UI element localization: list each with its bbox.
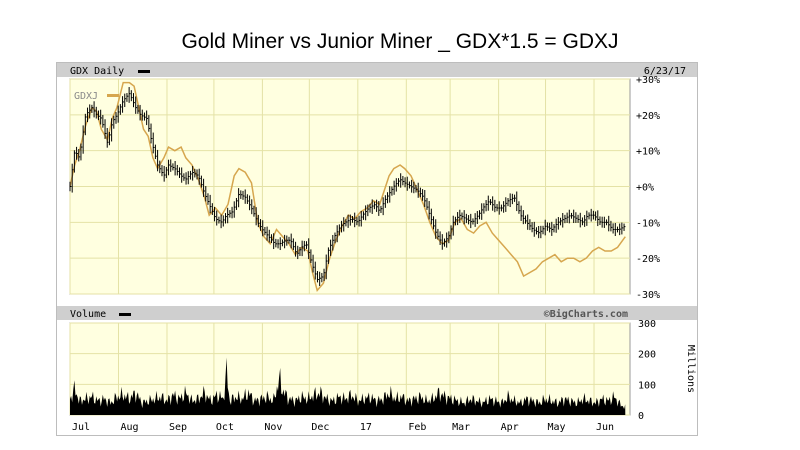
price-panel-date: 6/23/17 (644, 66, 686, 77)
volume-y-tick-label: 200 (638, 350, 656, 361)
volume-y-tick-label: 300 (638, 319, 656, 330)
price-y-tick-label: -20% (636, 254, 660, 265)
price-y-tick-label: -30% (636, 290, 660, 301)
x-tick-label: Apr (501, 422, 519, 433)
gdxj-series-line (69, 81, 626, 292)
x-tick-label: May (548, 422, 566, 433)
gdxj-legend-swatch (107, 94, 119, 97)
volume-area (70, 357, 626, 415)
price-y-tick-label: +0% (636, 183, 654, 194)
price-y-tick-label: +10% (636, 147, 660, 158)
price-y-tick-label: +20% (636, 111, 660, 122)
x-tick-label: Aug (120, 422, 138, 433)
x-tick-label: Jul (72, 422, 90, 433)
gdx-series (69, 87, 626, 286)
price-panel-label: GDX Daily (70, 66, 124, 77)
volume-header-bar (57, 306, 697, 320)
volume-panel-label: Volume (70, 309, 106, 320)
gdx-legend-swatch (138, 70, 150, 73)
x-tick-label: Jun (596, 422, 614, 433)
x-axis: Jul Aug Sep Oct Nov Dec 17 Feb Mar Apr May Jun (72, 422, 614, 433)
x-tick-label: Nov (264, 422, 282, 433)
page-title: Gold Miner vs Junior Miner _ GDX*1.5 = G… (181, 30, 619, 53)
chart-container: GDX Daily 6/23/17 +30% +20% +10% +0% -10% -20… (56, 62, 698, 440)
volume-y-tick-label: 100 (638, 380, 656, 391)
price-y-tick-label: +30% (636, 75, 660, 86)
volume-unit-label: Millions (685, 345, 696, 393)
gdxj-legend-label: GDXJ (74, 91, 98, 102)
x-tick-label: 17 (360, 422, 372, 433)
price-y-axis: +30% +20% +10% +0% -10% -20% -30% (636, 75, 660, 301)
price-grid (69, 78, 630, 295)
price-y-tick-label: -10% (636, 218, 660, 229)
x-tick-label: Sep (169, 422, 187, 433)
x-tick-label: Feb (408, 422, 426, 433)
volume-legend-swatch (119, 313, 131, 316)
chart-svg: GDX Daily 6/23/17 +30% +20% +10% +0% -10% -20… (56, 62, 698, 436)
volume-y-axis: 300 200 100 0 (638, 319, 656, 422)
volume-y-tick-label: 0 (638, 411, 644, 422)
x-tick-label: Mar (452, 422, 470, 433)
bigcharts-watermark: ©BigCharts.com (544, 308, 628, 320)
x-tick-label: Dec (311, 422, 329, 433)
x-tick-label: Oct (216, 422, 234, 433)
price-header-bar (57, 63, 697, 77)
